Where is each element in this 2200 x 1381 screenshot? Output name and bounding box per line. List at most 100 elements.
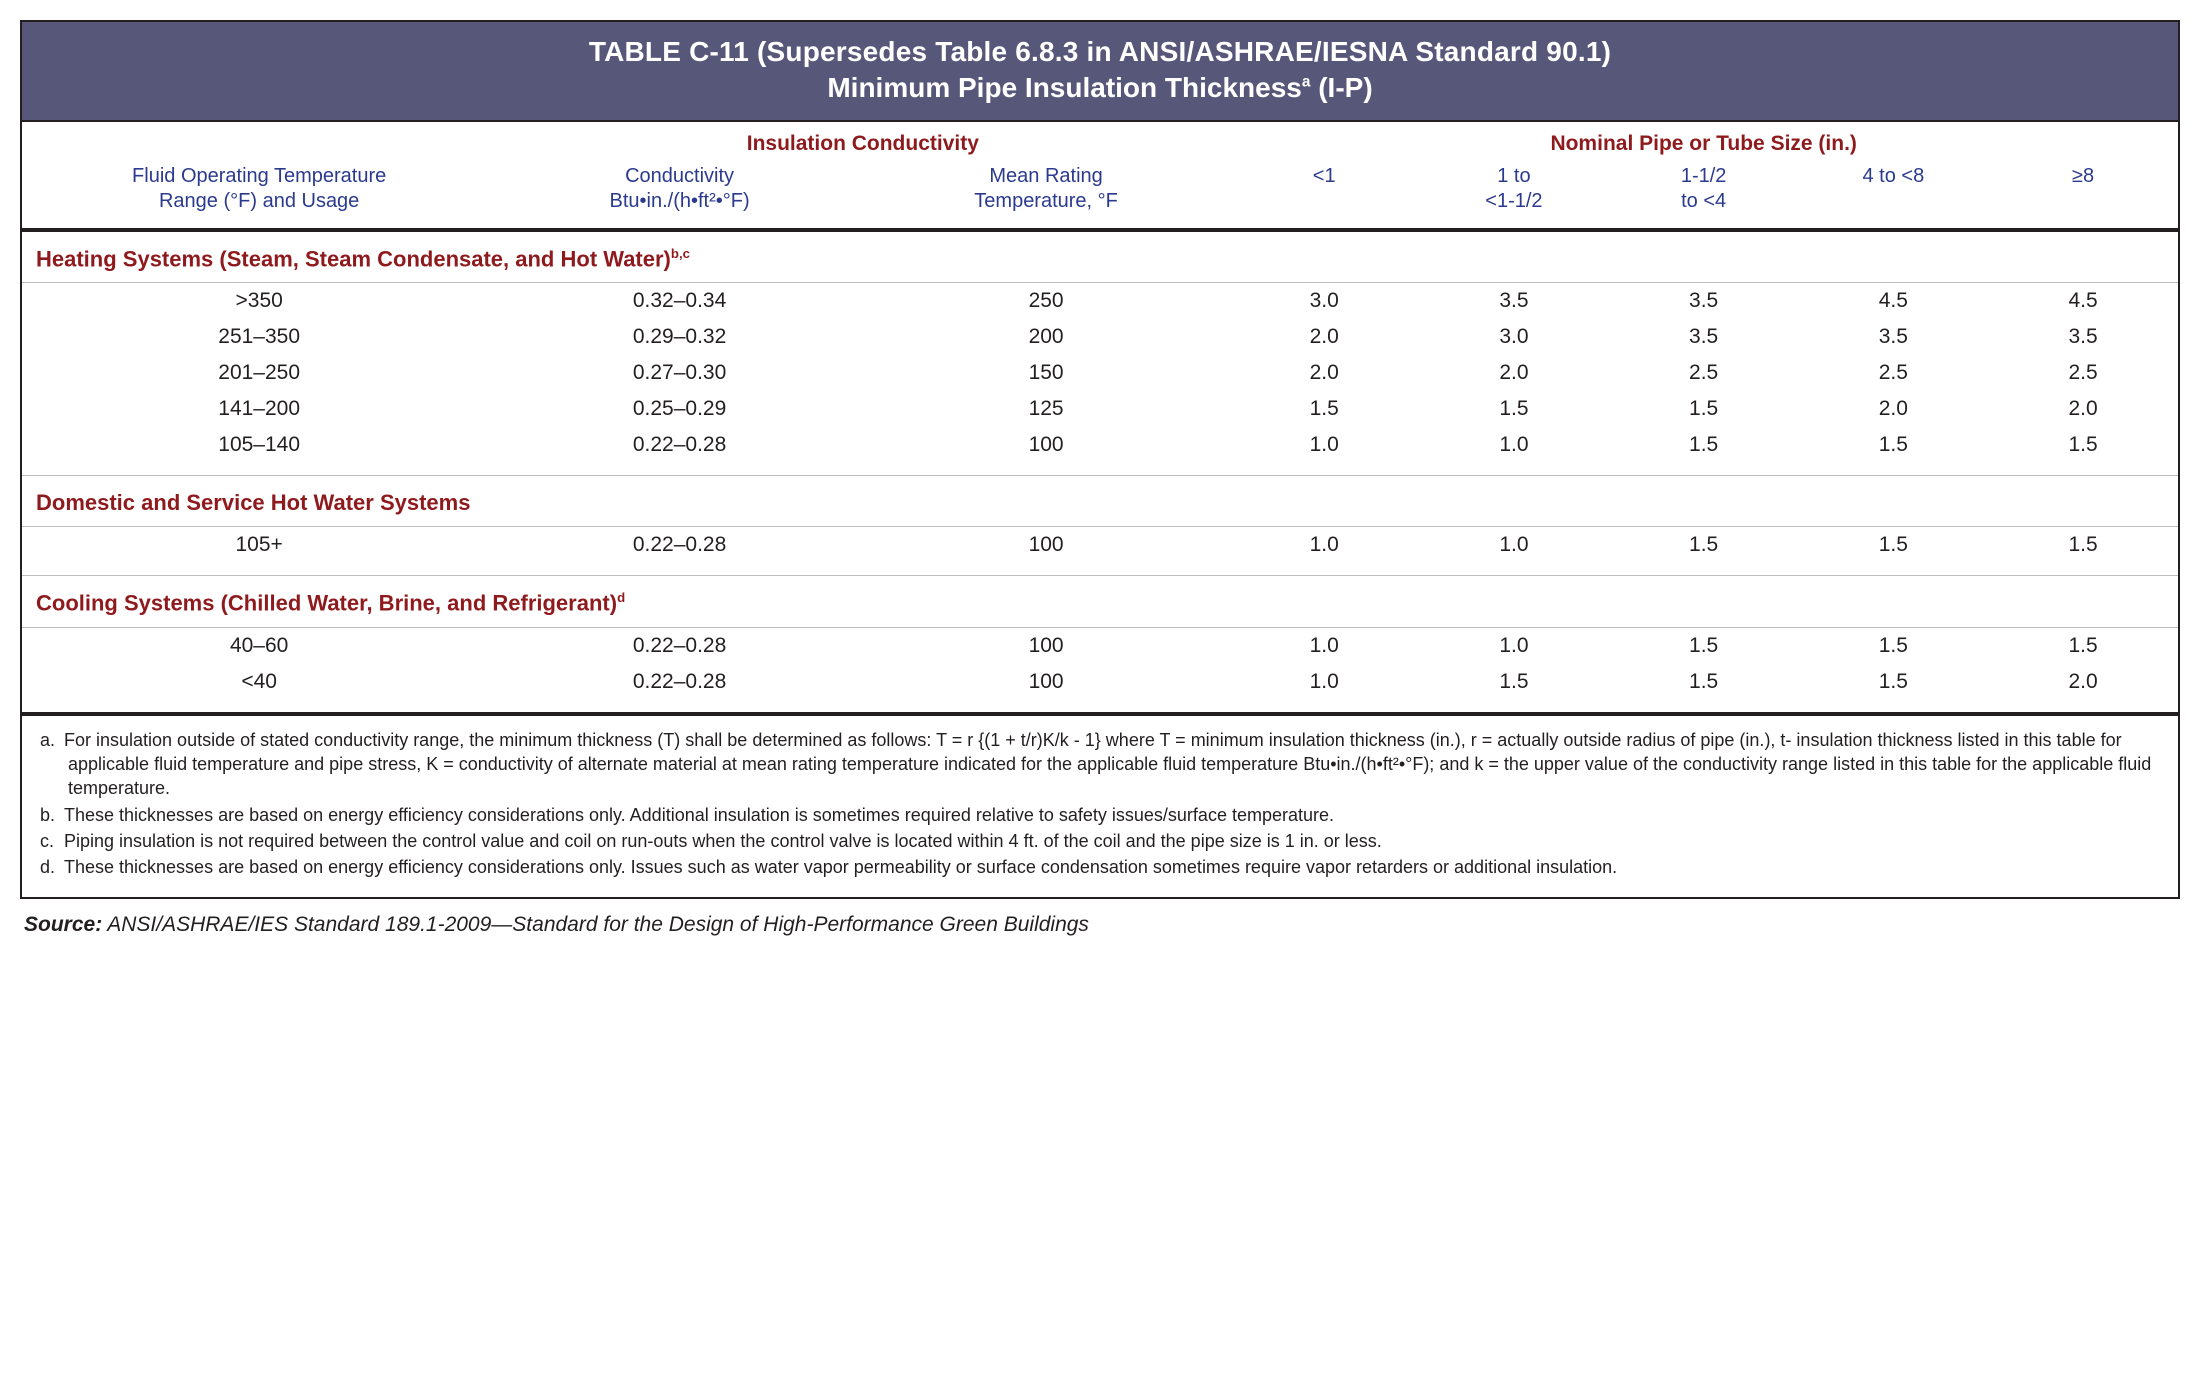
table-cell: 1.5 xyxy=(1609,427,1799,476)
table-cell: 2.5 xyxy=(1988,355,2178,391)
table-cell: 150 xyxy=(863,355,1230,391)
table-cell: 4.5 xyxy=(1988,283,2178,320)
table-cell: 125 xyxy=(863,391,1230,427)
table-cell: >350 xyxy=(22,283,496,320)
table-cell: 1.0 xyxy=(1229,627,1419,664)
table-row: 105–1400.22–0.281001.01.01.51.51.5 xyxy=(22,427,2178,476)
col-header-mean-temp: Mean Rating Temperature, °F xyxy=(863,160,1230,230)
table-row: 141–2000.25–0.291251.51.51.52.02.0 xyxy=(22,391,2178,427)
table-row: >3500.32–0.342503.03.53.54.54.5 xyxy=(22,283,2178,320)
table-cell: 1.5 xyxy=(1229,391,1419,427)
table-cell: 3.0 xyxy=(1229,283,1419,320)
table-row: 40–600.22–0.281001.01.01.51.51.5 xyxy=(22,627,2178,664)
table-cell: 40–60 xyxy=(22,627,496,664)
table-cell: <40 xyxy=(22,664,496,712)
footnotes: For insulation outside of stated conduct… xyxy=(22,712,2178,898)
table-cell: 0.25–0.29 xyxy=(496,391,863,427)
table-cell: 1.5 xyxy=(1799,527,1989,576)
table-cell: 105–140 xyxy=(22,427,496,476)
table-cell: 1.5 xyxy=(1988,627,2178,664)
table-body: Heating Systems (Steam, Steam Condensate… xyxy=(22,230,2178,712)
section-label: Heating Systems (Steam, Steam Condensate… xyxy=(22,230,2178,283)
table-cell: 100 xyxy=(863,427,1230,476)
table-cell: 0.22–0.28 xyxy=(496,627,863,664)
table-cell: 0.22–0.28 xyxy=(496,527,863,576)
table-cell: 251–350 xyxy=(22,319,496,355)
table-cell: 1.5 xyxy=(1988,427,2178,476)
insulation-table: Insulation Conductivity Nominal Pipe or … xyxy=(22,122,2178,712)
table-cell: 201–250 xyxy=(22,355,496,391)
table-cell: 2.5 xyxy=(1609,355,1799,391)
col-header-size-1: <1 xyxy=(1229,160,1419,230)
group-header-sizes: Nominal Pipe or Tube Size (in.) xyxy=(1550,132,1856,155)
table-cell: 4.5 xyxy=(1799,283,1989,320)
table-cell: 1.5 xyxy=(1609,391,1799,427)
col-header-size-3: 1-1/2 to <4 xyxy=(1609,160,1799,230)
col-header-conductivity: Conductivity Btu•in./(h•ft²•°F) xyxy=(496,160,863,230)
title-line-1: TABLE C-11 (Supersedes Table 6.8.3 in AN… xyxy=(42,36,2158,68)
footnote-item: Piping insulation is not required betwee… xyxy=(40,829,2160,853)
table-cell: 2.0 xyxy=(1229,355,1419,391)
table-cell: 0.29–0.32 xyxy=(496,319,863,355)
table-cell: 250 xyxy=(863,283,1230,320)
table-cell: 2.0 xyxy=(1419,355,1609,391)
source-label: Source: xyxy=(24,913,102,936)
table-cell: 1.0 xyxy=(1229,527,1419,576)
table-cell: 1.5 xyxy=(1799,627,1989,664)
table-cell: 1.5 xyxy=(1419,391,1609,427)
table-cell: 1.5 xyxy=(1988,527,2178,576)
col-header-range: Fluid Operating Temperature Range (°F) a… xyxy=(22,160,496,230)
table-cell: 1.5 xyxy=(1609,627,1799,664)
title-line-2: Minimum Pipe Insulation Thicknessa (I-P) xyxy=(42,72,2158,104)
table-cell: 1.5 xyxy=(1609,527,1799,576)
col-header-size-5: ≥8 xyxy=(1988,160,2178,230)
table-cell: 141–200 xyxy=(22,391,496,427)
table-cell: 0.27–0.30 xyxy=(496,355,863,391)
table-cell: 3.5 xyxy=(1419,283,1609,320)
table-row: 105+0.22–0.281001.01.01.51.51.5 xyxy=(22,527,2178,576)
footnote-item: These thicknesses are based on energy ef… xyxy=(40,855,2160,879)
table-cell: 100 xyxy=(863,627,1230,664)
table-cell: 3.5 xyxy=(1609,319,1799,355)
table-cell: 105+ xyxy=(22,527,496,576)
table-cell: 3.0 xyxy=(1419,319,1609,355)
table-cell: 1.5 xyxy=(1419,664,1609,712)
footnote-item: These thicknesses are based on energy ef… xyxy=(40,803,2160,827)
table-cell: 1.0 xyxy=(1229,427,1419,476)
title-line-2-prefix: Minimum Pipe Insulation Thickness xyxy=(827,72,1302,103)
table-cell: 200 xyxy=(863,319,1230,355)
group-header-conductivity: Insulation Conductivity xyxy=(747,132,979,155)
source-text: ANSI/ASHRAE/IES Standard 189.1-2009—Stan… xyxy=(102,913,1089,936)
section-label: Domestic and Service Hot Water Systems xyxy=(22,476,2178,527)
table-cell: 1.5 xyxy=(1799,664,1989,712)
table-cell: 1.0 xyxy=(1419,427,1609,476)
section-label: Cooling Systems (Chilled Water, Brine, a… xyxy=(22,576,2178,627)
table-cell: 1.0 xyxy=(1419,527,1609,576)
source-line: Source: ANSI/ASHRAE/IES Standard 189.1-2… xyxy=(20,899,2180,937)
table-cell: 2.0 xyxy=(1988,391,2178,427)
table-cell: 2.0 xyxy=(1988,664,2178,712)
table-cell: 100 xyxy=(863,664,1230,712)
table-cell: 1.5 xyxy=(1609,664,1799,712)
table-head: Insulation Conductivity Nominal Pipe or … xyxy=(22,122,2178,230)
title-line-2-suffix: (I-P) xyxy=(1310,72,1372,103)
table-cell: 0.32–0.34 xyxy=(496,283,863,320)
table-cell: 2.0 xyxy=(1799,391,1989,427)
table-row: <400.22–0.281001.01.51.51.52.0 xyxy=(22,664,2178,712)
table-cell: 0.22–0.28 xyxy=(496,427,863,476)
table-cell: 100 xyxy=(863,527,1230,576)
table-cell: 2.5 xyxy=(1799,355,1989,391)
footnote-item: For insulation outside of stated conduct… xyxy=(40,728,2160,801)
table-cell: 1.5 xyxy=(1799,427,1989,476)
col-header-size-2: 1 to <1-1/2 xyxy=(1419,160,1609,230)
table-cell: 0.22–0.28 xyxy=(496,664,863,712)
table-cell: 1.0 xyxy=(1229,664,1419,712)
table-cell: 2.0 xyxy=(1229,319,1419,355)
col-header-size-4: 4 to <8 xyxy=(1799,160,1989,230)
table-cell: 1.0 xyxy=(1419,627,1609,664)
table-cell: 3.5 xyxy=(1799,319,1989,355)
title-band: TABLE C-11 (Supersedes Table 6.8.3 in AN… xyxy=(22,22,2178,122)
table-frame: TABLE C-11 (Supersedes Table 6.8.3 in AN… xyxy=(20,20,2180,899)
table-row: 201–2500.27–0.301502.02.02.52.52.5 xyxy=(22,355,2178,391)
table-row: 251–3500.29–0.322002.03.03.53.53.5 xyxy=(22,319,2178,355)
